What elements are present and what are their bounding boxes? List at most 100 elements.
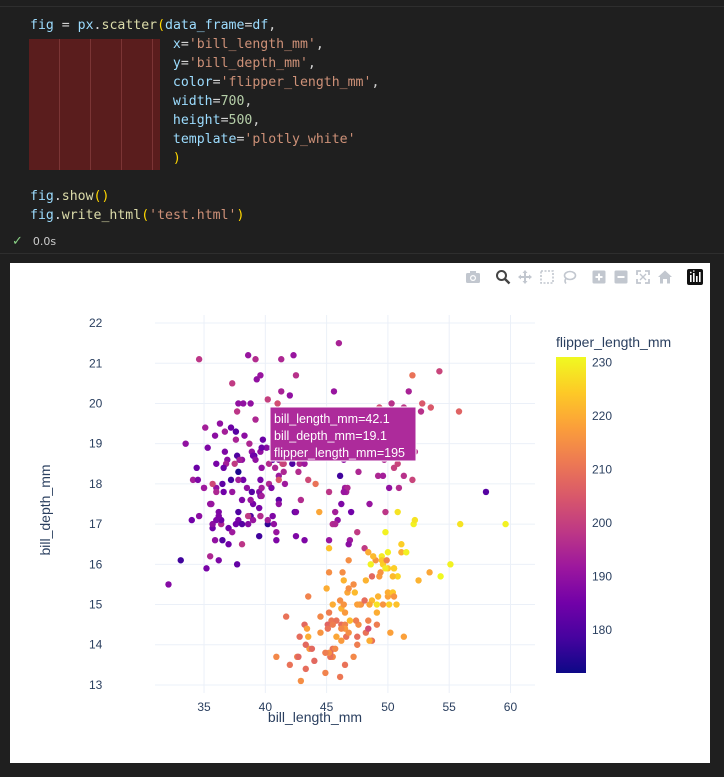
data-point[interactable] bbox=[209, 480, 216, 488]
data-point[interactable] bbox=[350, 653, 357, 661]
data-point[interactable] bbox=[225, 541, 232, 548]
data-point[interactable] bbox=[378, 557, 385, 564]
data-point[interactable] bbox=[295, 653, 302, 661]
data-point[interactable] bbox=[436, 368, 443, 375]
data-point[interactable] bbox=[235, 476, 242, 484]
data-point[interactable] bbox=[382, 528, 389, 536]
data-point[interactable] bbox=[252, 416, 259, 423]
lasso-select-icon[interactable] bbox=[558, 267, 580, 287]
data-point[interactable] bbox=[352, 617, 360, 624]
data-point[interactable] bbox=[390, 565, 398, 572]
data-point[interactable] bbox=[220, 488, 227, 496]
data-point[interactable] bbox=[258, 484, 265, 492]
data-point[interactable] bbox=[333, 633, 340, 640]
data-point[interactable] bbox=[387, 629, 394, 636]
data-point[interactable] bbox=[394, 508, 401, 516]
data-point[interactable] bbox=[365, 625, 372, 632]
data-point[interactable] bbox=[281, 480, 289, 488]
data-point[interactable] bbox=[415, 577, 422, 584]
data-point[interactable] bbox=[257, 512, 264, 520]
data-point[interactable] bbox=[317, 613, 324, 620]
data-point[interactable] bbox=[366, 500, 373, 508]
data-point[interactable] bbox=[382, 508, 389, 516]
data-point[interactable] bbox=[324, 625, 332, 632]
data-point[interactable] bbox=[379, 601, 387, 608]
data-point[interactable] bbox=[203, 565, 210, 572]
data-point[interactable] bbox=[355, 468, 362, 476]
data-point[interactable] bbox=[482, 488, 490, 496]
data-point[interactable] bbox=[278, 388, 285, 395]
data-point[interactable] bbox=[362, 577, 370, 584]
data-point[interactable] bbox=[258, 464, 265, 472]
data-point[interactable] bbox=[263, 444, 270, 451]
data-point[interactable] bbox=[274, 400, 281, 407]
data-point[interactable] bbox=[394, 573, 401, 580]
data-point[interactable] bbox=[240, 476, 247, 484]
data-point[interactable] bbox=[252, 456, 259, 463]
zoom-in-icon[interactable] bbox=[588, 267, 610, 287]
data-point[interactable] bbox=[213, 460, 220, 467]
data-point[interactable] bbox=[255, 504, 263, 512]
data-point[interactable] bbox=[365, 617, 372, 624]
data-point[interactable] bbox=[393, 601, 400, 608]
code-editor[interactable]: fig = px.scatter(data_frame=df, x='bill_… bbox=[30, 16, 379, 225]
data-point[interactable] bbox=[437, 573, 444, 580]
data-point[interactable] bbox=[338, 625, 345, 632]
data-point[interactable] bbox=[257, 476, 264, 484]
data-point[interactable] bbox=[325, 609, 333, 616]
data-point[interactable] bbox=[305, 476, 312, 484]
data-point[interactable] bbox=[193, 464, 200, 472]
data-point[interactable] bbox=[188, 516, 195, 524]
data-point[interactable] bbox=[255, 532, 263, 540]
data-point[interactable] bbox=[213, 488, 220, 496]
data-point[interactable] bbox=[383, 557, 390, 564]
data-point[interactable] bbox=[325, 569, 333, 576]
data-point[interactable] bbox=[236, 456, 243, 463]
data-point[interactable] bbox=[322, 669, 329, 677]
data-point[interactable] bbox=[374, 472, 382, 480]
data-point[interactable] bbox=[211, 536, 219, 544]
data-point[interactable] bbox=[235, 400, 242, 407]
data-point[interactable] bbox=[345, 557, 352, 564]
data-point[interactable] bbox=[366, 601, 373, 608]
reset-axes-icon[interactable] bbox=[654, 267, 676, 287]
data-point[interactable] bbox=[447, 561, 454, 568]
data-point[interactable] bbox=[227, 424, 235, 431]
zoom-out-icon[interactable] bbox=[610, 267, 632, 287]
data-point[interactable] bbox=[278, 356, 285, 363]
data-point[interactable] bbox=[316, 508, 323, 516]
data-point[interactable] bbox=[275, 500, 283, 508]
data-point[interactable] bbox=[238, 496, 246, 504]
scatter-chart[interactable]: 35 40 45 50 55 60 13 14 15 16 17 18 19 20 21 22 bill_len… bbox=[10, 263, 710, 763]
data-point[interactable] bbox=[292, 372, 300, 379]
data-point[interactable] bbox=[189, 476, 197, 484]
data-point[interactable] bbox=[280, 468, 287, 476]
data-point[interactable] bbox=[246, 440, 253, 447]
data-point[interactable] bbox=[308, 645, 316, 652]
data-point[interactable] bbox=[409, 476, 416, 484]
data-point[interactable] bbox=[273, 528, 280, 536]
data-point[interactable] bbox=[502, 520, 509, 528]
data-point[interactable] bbox=[268, 484, 275, 492]
data-point[interactable] bbox=[219, 480, 226, 488]
data-point[interactable] bbox=[325, 488, 333, 496]
data-point[interactable] bbox=[247, 496, 254, 504]
data-point[interactable] bbox=[296, 460, 303, 467]
data-point[interactable] bbox=[394, 460, 401, 467]
data-point[interactable] bbox=[232, 520, 240, 528]
camera-icon[interactable] bbox=[462, 267, 484, 287]
data-point[interactable] bbox=[377, 569, 384, 576]
data-point[interactable] bbox=[400, 633, 408, 640]
data-point[interactable] bbox=[389, 573, 397, 580]
data-point[interactable] bbox=[368, 573, 376, 580]
pan-icon[interactable] bbox=[514, 267, 536, 287]
data-point[interactable] bbox=[384, 549, 392, 556]
data-point[interactable] bbox=[339, 569, 346, 576]
data-point[interactable] bbox=[302, 641, 309, 648]
data-point[interactable] bbox=[426, 569, 433, 576]
data-point[interactable] bbox=[335, 339, 343, 347]
data-point[interactable] bbox=[400, 472, 408, 480]
data-point[interactable] bbox=[235, 468, 242, 476]
data-point[interactable] bbox=[411, 516, 419, 524]
data-point[interactable] bbox=[345, 629, 352, 636]
